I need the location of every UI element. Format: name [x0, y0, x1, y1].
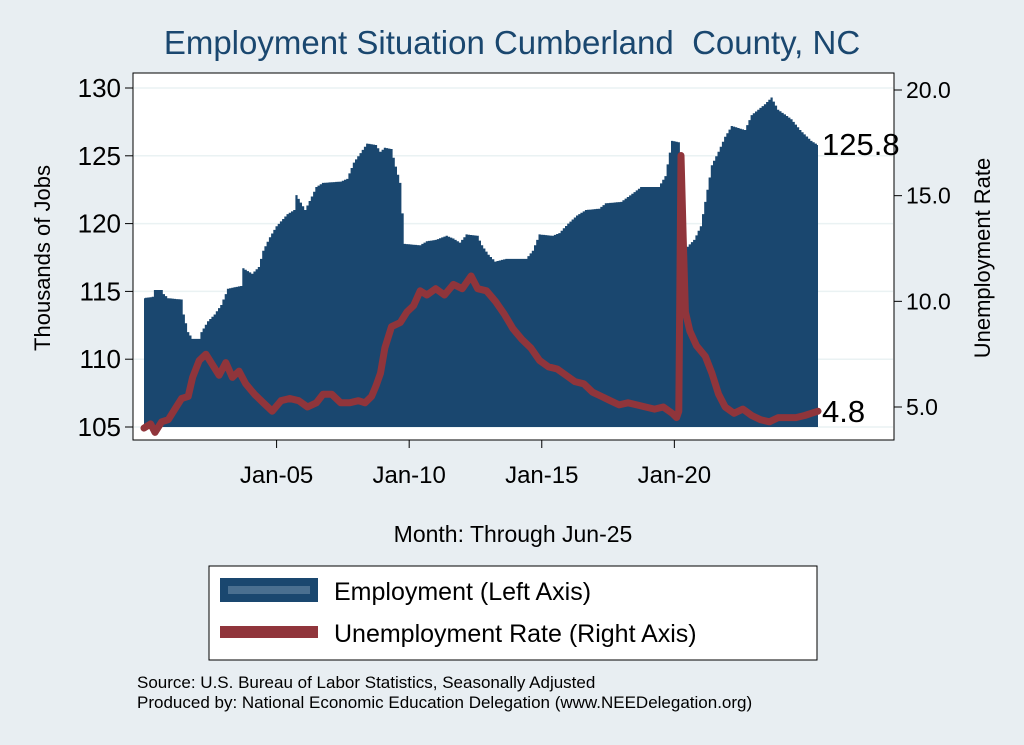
chart-title: Employment Situation Cumberland County, …: [163, 24, 861, 61]
y-right-tick-label: 10.0: [906, 288, 951, 314]
employment-area-layer: [144, 97, 818, 427]
legend-swatch-unemployment: [220, 626, 318, 638]
y-left-tick-label: 115: [80, 276, 121, 306]
x-tick-label: Jan-10: [372, 462, 445, 489]
legend-label-unemployment: Unemployment Rate (Right Axis): [334, 620, 697, 648]
y-axis-left-label: Thousands of Jobs: [30, 165, 55, 351]
y-left-tick-label: 105: [78, 412, 121, 442]
producer-note: Produced by: National Economic Education…: [137, 693, 753, 712]
source-note: Source: U.S. Bureau of Labor Statistics,…: [137, 673, 596, 692]
axes: 105 110 115 120 125 130 5.0 10.0 15.0 20.0 Jan-05 J…: [78, 73, 951, 489]
x-axis-label: Month: Through Jun-25: [394, 521, 633, 547]
x-tick-label: Jan-20: [638, 462, 711, 489]
x-tick-label: Jan-05: [240, 462, 313, 489]
y-left-tick-label: 125: [78, 141, 121, 171]
y-right-tick-label: 20.0: [906, 77, 951, 103]
y-right-tick-label: 5.0: [906, 394, 938, 420]
legend-swatch-employment-highlight: [228, 586, 310, 594]
employment-area: [144, 97, 818, 427]
y-left-tick-label: 120: [78, 209, 121, 239]
y-axis-right-label: Unemployment Rate: [970, 158, 995, 359]
unemployment-line: [140, 152, 822, 436]
legend: Employment (Left Axis) Unemployment Rate…: [208, 565, 818, 661]
unemployment-end-label: 4.8: [822, 394, 865, 429]
legend-label-employment: Employment (Left Axis): [334, 578, 591, 606]
y-left-tick-label: 130: [78, 73, 121, 103]
end-labels: 125.8 4.8: [822, 127, 900, 429]
y-right-tick-label: 15.0: [906, 183, 951, 209]
unemployment-line-layer: [140, 152, 822, 436]
y-left-tick-label: 110: [80, 344, 121, 374]
x-tick-label: Jan-15: [505, 462, 578, 489]
employment-end-label: 125.8: [822, 127, 900, 162]
